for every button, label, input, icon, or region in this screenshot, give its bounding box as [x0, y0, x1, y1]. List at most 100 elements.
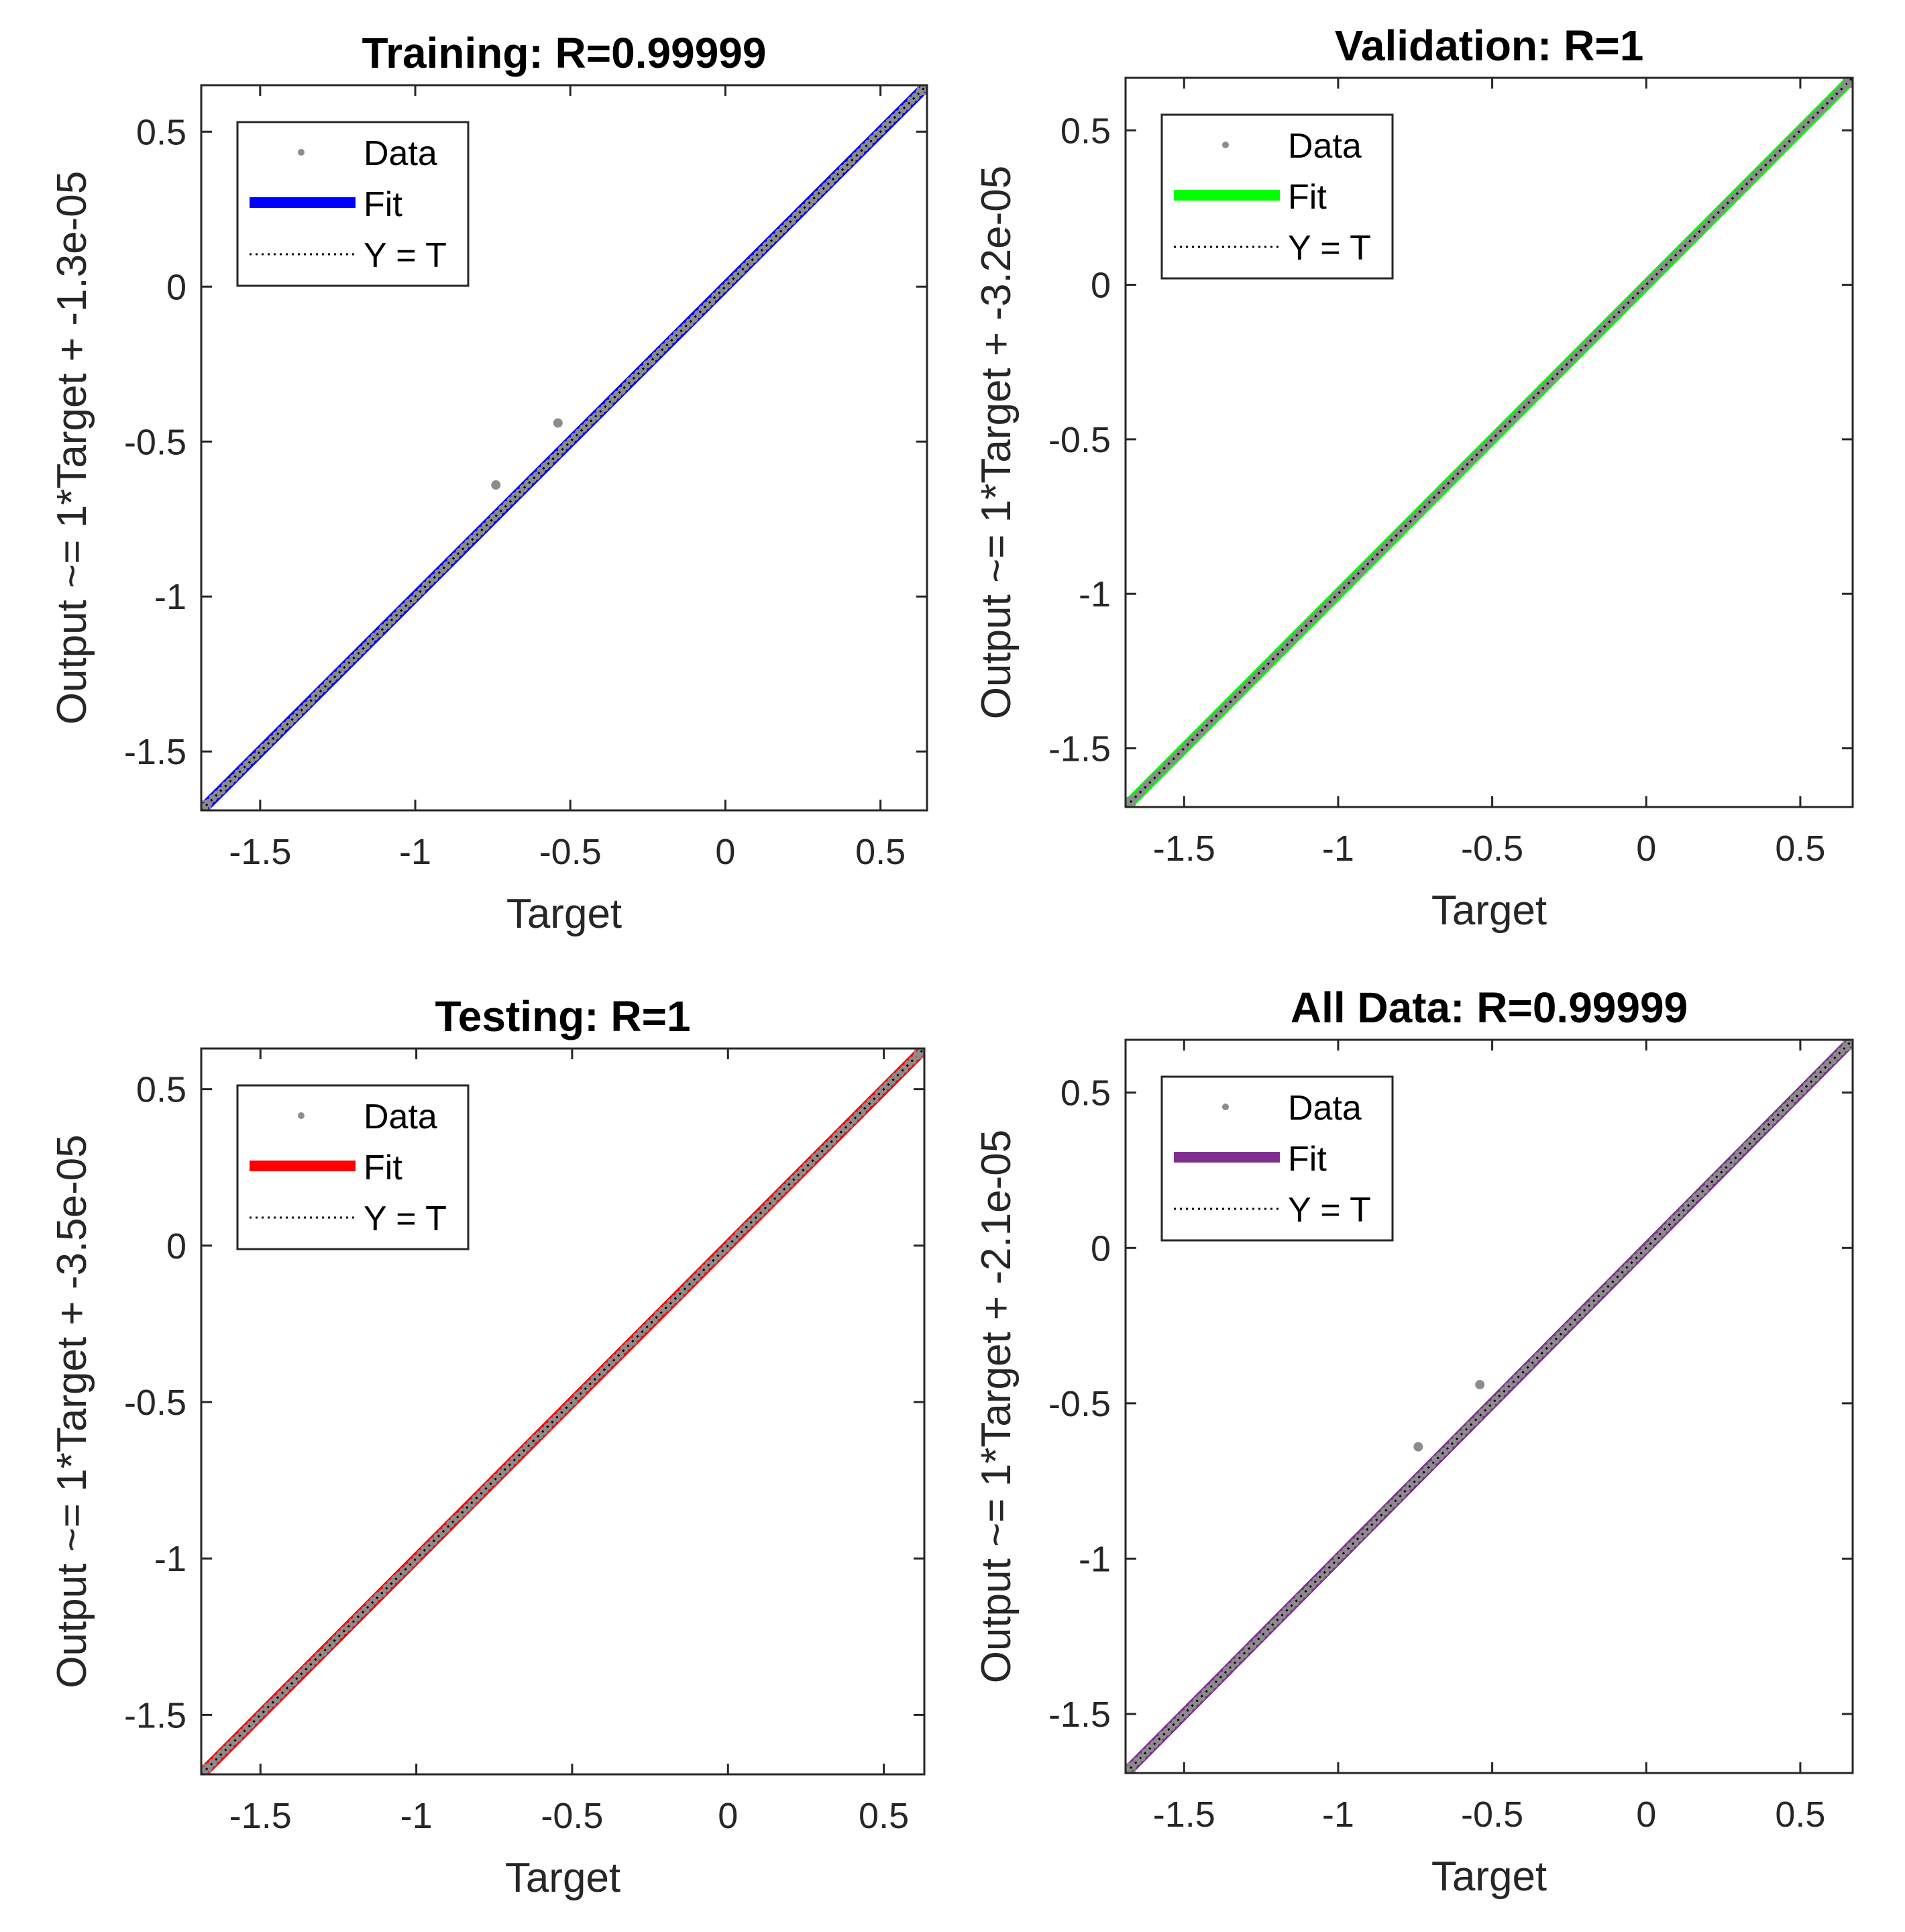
data-point — [914, 1049, 924, 1059]
chart-title: Testing: R=1 — [435, 992, 690, 1040]
legend: Data Fit Y = T — [1160, 1075, 1394, 1242]
x-tick-label: 0 — [715, 832, 735, 872]
panel-testing: -1.5 -1 -0.5 0 0.5 -1.5 -1 -0.5 0 0.5 Testing: R=1… — [49, 992, 926, 1901]
legend-yt-label: Y = T — [364, 236, 447, 275]
legend-data-label: Data — [364, 134, 437, 173]
x-tick-label: -0.5 — [541, 1796, 603, 1836]
y-axis-label: Output ~= 1*Target + -1.3e-05 — [49, 171, 95, 725]
x-tick-label: -1.5 — [229, 832, 291, 872]
y-tick-label: -0.5 — [1048, 420, 1111, 460]
data-point — [1126, 1762, 1136, 1773]
x-tick-label: -1.5 — [229, 1796, 292, 1836]
legend-data-marker — [1222, 1104, 1229, 1110]
y-equals-t-line — [1126, 1040, 1853, 1773]
data-point-outlier — [553, 418, 563, 428]
legend-fit-label: Fit — [1288, 178, 1327, 217]
x-tick-label: -0.5 — [1461, 1794, 1523, 1835]
y-tick-label: 0.5 — [136, 112, 186, 152]
y-axis-label: Output ~= 1*Target + -3.2e-05 — [973, 166, 1020, 720]
data-point — [1820, 103, 1829, 111]
legend: Data Fit Y = T — [236, 1084, 470, 1250]
legend-yt-label: Y = T — [1288, 229, 1371, 268]
x-tick-label: -0.5 — [539, 832, 602, 872]
axes-box — [1124, 76, 1854, 808]
y-axis-label: Output ~= 1*Target + -2.1e-05 — [973, 1130, 1020, 1684]
legend: Data Fit Y = T — [1160, 113, 1394, 280]
x-tick-label: -1 — [400, 1796, 433, 1836]
panel-all-data: -1.5 -1 -0.5 0 0.5 -1.5 -1 -0.5 0 0.5 All Data: R=… — [973, 983, 1854, 1900]
data-point — [917, 1049, 924, 1057]
plot-content — [201, 85, 927, 810]
x-tick-label: 0.5 — [1775, 1794, 1825, 1835]
plot-content — [201, 1049, 924, 1774]
y-tick-label: -1 — [1079, 1539, 1111, 1579]
x-tick-label: 0 — [718, 1796, 738, 1836]
legend-fit-label: Fit — [364, 1148, 402, 1187]
x-tick-label: -1.5 — [1153, 828, 1215, 869]
y-tick-label: -1.5 — [1048, 729, 1111, 769]
chart-title: All Data: R=0.99999 — [1291, 983, 1688, 1032]
y-tick-label: 0.5 — [1060, 1073, 1111, 1114]
axes-box — [200, 1047, 926, 1776]
y-tick-label: -1.5 — [124, 1695, 186, 1735]
legend-data-label: Data — [1288, 1089, 1362, 1128]
chart-title: Training: R=0.99999 — [362, 29, 767, 77]
y-tick-label: 0.5 — [136, 1070, 186, 1110]
legend: Data Fit Y = T — [236, 121, 470, 287]
legend-fit-label: Fit — [364, 185, 402, 224]
x-tick-label: 0.5 — [1775, 828, 1825, 869]
x-axis-label: Target — [505, 1855, 620, 1901]
x-tick-label: -1 — [1322, 1794, 1354, 1835]
y-equals-t-line — [201, 1049, 924, 1774]
x-tick-label: -1 — [1322, 828, 1354, 869]
legend-yt-label: Y = T — [364, 1199, 447, 1238]
data-point-outlier — [1413, 1442, 1423, 1452]
chart-title: Validation: R=1 — [1335, 21, 1644, 70]
legend-fit-label: Fit — [1288, 1140, 1327, 1179]
x-tick-label: -1.5 — [1153, 1794, 1215, 1835]
y-tick-label: -0.5 — [1048, 1384, 1111, 1424]
legend-data-marker — [1222, 142, 1229, 148]
plot-content — [1126, 78, 1853, 807]
data-point — [916, 85, 927, 96]
data-point — [201, 800, 212, 810]
y-tick-label: 0 — [1091, 1228, 1111, 1269]
data-point — [1126, 796, 1136, 807]
x-axis-label: Target — [1431, 1854, 1547, 1900]
data-point — [201, 1764, 212, 1774]
legend-data-label: Data — [1288, 127, 1362, 166]
legend-data-marker — [298, 1112, 305, 1119]
y-tick-label: 0 — [166, 267, 186, 307]
x-tick-label: 0.5 — [855, 832, 906, 872]
y-axis-label: Output ~= 1*Target + -3.5e-05 — [49, 1134, 95, 1688]
y-tick-label: 0.5 — [1060, 111, 1111, 151]
x-axis-label: Target — [1431, 888, 1547, 934]
legend-yt-label: Y = T — [1288, 1191, 1371, 1230]
x-tick-label: 0 — [1636, 1794, 1656, 1835]
axes-box — [1124, 1038, 1854, 1774]
data-point — [1842, 78, 1853, 89]
panel-training: -1.5 -1 -0.5 0 0.5 -1.5 -1 -0.5 0 0.5 Training: R=… — [49, 29, 928, 937]
data-point-outlier — [491, 480, 501, 490]
y-tick-label: -1 — [1079, 574, 1111, 614]
legend-data-label: Data — [364, 1097, 437, 1136]
x-axis-label: Target — [506, 891, 622, 937]
y-tick-label: -1.5 — [124, 732, 186, 772]
x-tick-label: 0 — [1636, 828, 1656, 869]
data-point — [1842, 1040, 1853, 1051]
x-tick-label: -0.5 — [1461, 828, 1523, 869]
axes-box — [200, 84, 928, 812]
y-tick-label: -1 — [154, 1539, 186, 1579]
y-tick-label: 0 — [1091, 266, 1111, 306]
panel-validation: -1.5 -1 -0.5 0 0.5 -1.5 -1 -0.5 0 0.5 Validation: … — [973, 21, 1854, 934]
y-tick-label: -0.5 — [124, 1383, 186, 1423]
x-tick-label: -1 — [399, 832, 431, 872]
plot-content — [1126, 1040, 1853, 1773]
x-tick-label: 0.5 — [859, 1796, 909, 1836]
legend-data-marker — [298, 149, 305, 156]
y-tick-label: -1.5 — [1048, 1695, 1111, 1735]
data-point-outlier — [1475, 1380, 1485, 1390]
y-tick-label: -1 — [154, 577, 186, 617]
y-tick-label: -0.5 — [124, 422, 186, 462]
